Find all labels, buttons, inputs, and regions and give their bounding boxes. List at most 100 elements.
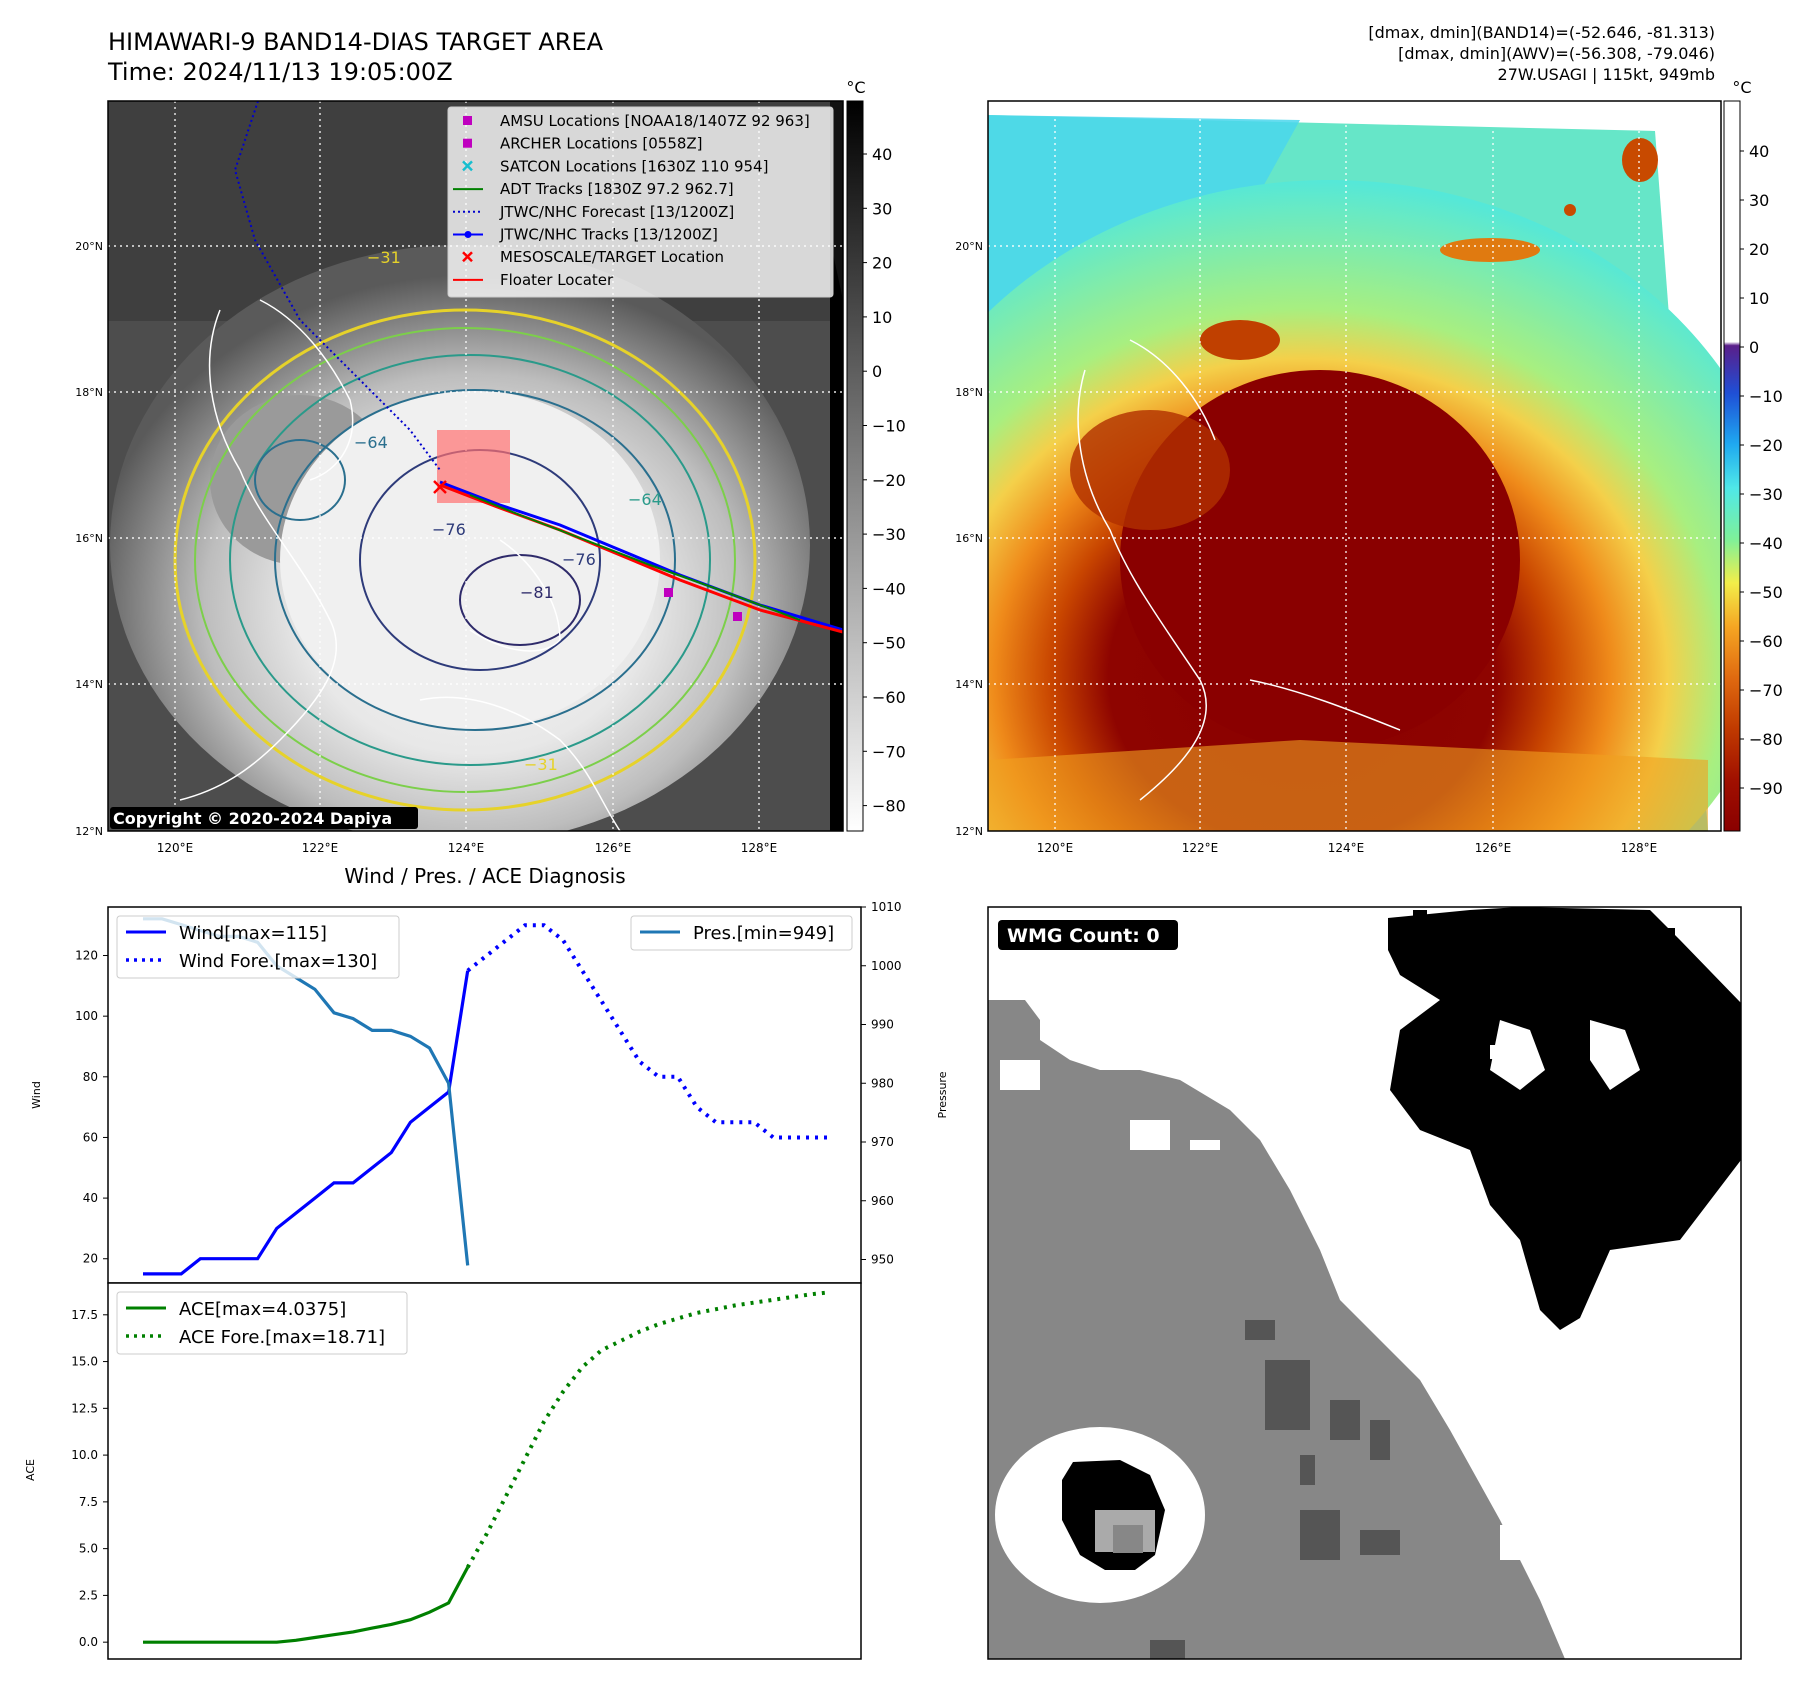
ir-legend-label: ADT Tracks [1830Z 97.2 962.7] xyxy=(500,180,734,198)
mesoscale-marker xyxy=(433,480,447,494)
ir-colorbar-ticks: 40 30 20 10 0 −10 −20 −30 −40 −50 −60 −70 −80 xyxy=(863,145,906,816)
colorbar-tick-label: −10 xyxy=(872,417,906,436)
ir-colorbar-unit: °C xyxy=(846,78,865,97)
ace-fore-legend-label: ACE Fore.[max=18.71] xyxy=(179,1327,385,1348)
colorbar-tick-label: 10 xyxy=(1749,289,1769,308)
colorbar-tick-label: −50 xyxy=(872,634,906,653)
colorbar-tick-label: −40 xyxy=(1749,534,1783,553)
copyright-badge: Copyright © 2020-2024 Dapiya xyxy=(110,807,418,829)
lon-label: 124°E xyxy=(448,841,485,855)
y2-tick-label: 980 xyxy=(871,1076,894,1090)
colorbar-tick-label: −50 xyxy=(1749,583,1783,602)
lon-label: 126°E xyxy=(595,841,632,855)
y-tick-label: 80 xyxy=(83,1070,98,1084)
y-tick-label: 2.5 xyxy=(79,1588,98,1602)
y-tick-label: 60 xyxy=(83,1130,98,1144)
lon-label: 120°E xyxy=(1037,841,1074,855)
ir-lat-labels: 20°N 18°N 16°N 14°N 12°N xyxy=(75,240,103,838)
colorbar-tick-label: −30 xyxy=(1749,485,1783,504)
ir-legend-label: SATCON Locations [1630Z 110 954] xyxy=(500,157,768,175)
colorbar-tick-label: 30 xyxy=(1749,191,1769,210)
ace-legend: ACE[max=4.0375] ACE Fore.[max=18.71] xyxy=(116,1291,408,1355)
ir-legend-item: ADT Tracks [1830Z 97.2 962.7] xyxy=(453,180,734,198)
y-tick-label: 20 xyxy=(83,1252,98,1266)
contour-label: −64 xyxy=(354,433,388,452)
lon-label: 126°E xyxy=(1475,841,1512,855)
wind-legend: Wind[max=115] Wind Fore.[max=130] xyxy=(116,915,400,979)
series-line-1 xyxy=(466,923,831,1140)
colorbar-tick-label: −70 xyxy=(1749,681,1783,700)
figure-title: HIMAWARI-9 BAND14-DIAS TARGET AREA xyxy=(108,28,604,56)
colorbar-tick-label: 20 xyxy=(1749,240,1769,259)
lat-label: 20°N xyxy=(955,240,983,253)
colorbar-tick-label: 20 xyxy=(872,254,892,273)
colorbar-tick-label: −70 xyxy=(872,742,906,761)
y-tick-label: 10.0 xyxy=(71,1448,98,1462)
colorbar-tick-label: −80 xyxy=(1749,730,1783,749)
contour-label: −76 xyxy=(562,550,596,569)
awv-lon-labels: 120°E 122°E 124°E 126°E 128°E xyxy=(1037,841,1658,855)
colorbar-tick-label: 40 xyxy=(1749,142,1769,161)
colorbar-tick-label: −10 xyxy=(1749,387,1783,406)
lat-label: 14°N xyxy=(955,678,983,691)
band14-range: [dmax, dmin](BAND14)=(-52.646, -81.313) xyxy=(1368,23,1715,42)
lat-label: 20°N xyxy=(75,240,103,253)
lon-label: 128°E xyxy=(741,841,778,855)
colorbar-tick-label: 40 xyxy=(872,145,892,164)
diagnosis-title: Wind / Pres. / ACE Diagnosis xyxy=(344,864,625,888)
awv-colorbar xyxy=(1723,100,1741,832)
ir-legend-label: JTWC/NHC Forecast [13/1200Z] xyxy=(499,203,734,221)
lon-label: 120°E xyxy=(157,841,194,855)
ace-marks: 0.0 2.5 5.0 7.5 10.0 12.5 15.0 17.5 xyxy=(71,1290,831,1649)
awv-colorbar-ticks: 40 30 20 10 0 −10 −20 −30 −40 −50 −60 −70 −80 −90 xyxy=(1740,142,1783,798)
ir-legend-item: SATCON Locations [1630Z 110 954] xyxy=(462,157,768,175)
y2-tick-label: 1010 xyxy=(871,900,902,914)
lat-label: 14°N xyxy=(75,678,103,691)
lon-label: 122°E xyxy=(302,841,339,855)
awv-map-panel xyxy=(988,101,1721,831)
y2-tick-label: 990 xyxy=(871,1018,894,1032)
wmg-count-text: WMG Count: 0 xyxy=(1007,925,1160,947)
contour-label: −64 xyxy=(628,490,662,509)
colorbar-tick-label: −40 xyxy=(872,579,906,598)
wind-legend-label: Wind[max=115] xyxy=(179,923,327,944)
ir-legend-label: ARCHER Locations [0558Z] xyxy=(500,135,703,153)
series-line-1 xyxy=(465,1290,831,1569)
series-line-0 xyxy=(143,970,470,1276)
colorbar-tick-label: 10 xyxy=(872,308,892,327)
ir-legend-item: MESOSCALE/TARGET Location xyxy=(462,248,724,266)
contour-label: −31 xyxy=(524,755,558,774)
awv-lat-labels: 20°N 18°N 16°N 14°N 12°N xyxy=(955,240,983,838)
adt-track xyxy=(469,494,801,621)
lat-label: 16°N xyxy=(955,532,983,545)
copyright-text: Copyright © 2020-2024 Dapiya xyxy=(113,809,392,828)
y-tick-label: 15.0 xyxy=(71,1355,98,1369)
colorbar-tick-label: −20 xyxy=(1749,436,1783,455)
y-tick-label: 5.0 xyxy=(79,1542,98,1556)
ir-legend-item: Floater Locater xyxy=(453,271,614,289)
contour-label: −81 xyxy=(520,583,554,602)
y2-tick-label: 950 xyxy=(871,1253,894,1267)
y-tick-label: 120 xyxy=(75,949,98,963)
colorbar-tick-label: 0 xyxy=(1749,338,1759,357)
contour-label: −76 xyxy=(432,520,466,539)
ace-legend-label: ACE[max=4.0375] xyxy=(179,1299,346,1320)
lat-label: 12°N xyxy=(955,825,983,838)
colorbar-tick-label: −60 xyxy=(872,688,906,707)
ir-legend: AMSU Locations [NOAA18/1407Z 92 963] ARCH… xyxy=(447,106,834,298)
colorbar-tick-label: 30 xyxy=(872,199,892,218)
y-tick-label: 7.5 xyxy=(79,1495,98,1509)
ir-colorbar xyxy=(846,100,864,832)
series-line-0 xyxy=(143,1566,470,1644)
colorbar-tick-label: −80 xyxy=(872,797,906,816)
ir-legend-item: JTWC/NHC Forecast [13/1200Z] xyxy=(453,203,734,221)
y-tick-label: 100 xyxy=(75,1009,98,1023)
awv-range: [dmax, dmin](AWV)=(-56.308, -79.046) xyxy=(1398,44,1715,63)
awv-colorbar-unit: °C xyxy=(1732,78,1751,97)
colorbar-tick-label: 0 xyxy=(872,362,882,381)
y-tick-label: 40 xyxy=(83,1191,98,1205)
ir-legend-label: AMSU Locations [NOAA18/1407Z 92 963] xyxy=(500,112,810,130)
lat-label: 12°N xyxy=(75,825,103,838)
wmg-panel xyxy=(988,907,1741,1659)
